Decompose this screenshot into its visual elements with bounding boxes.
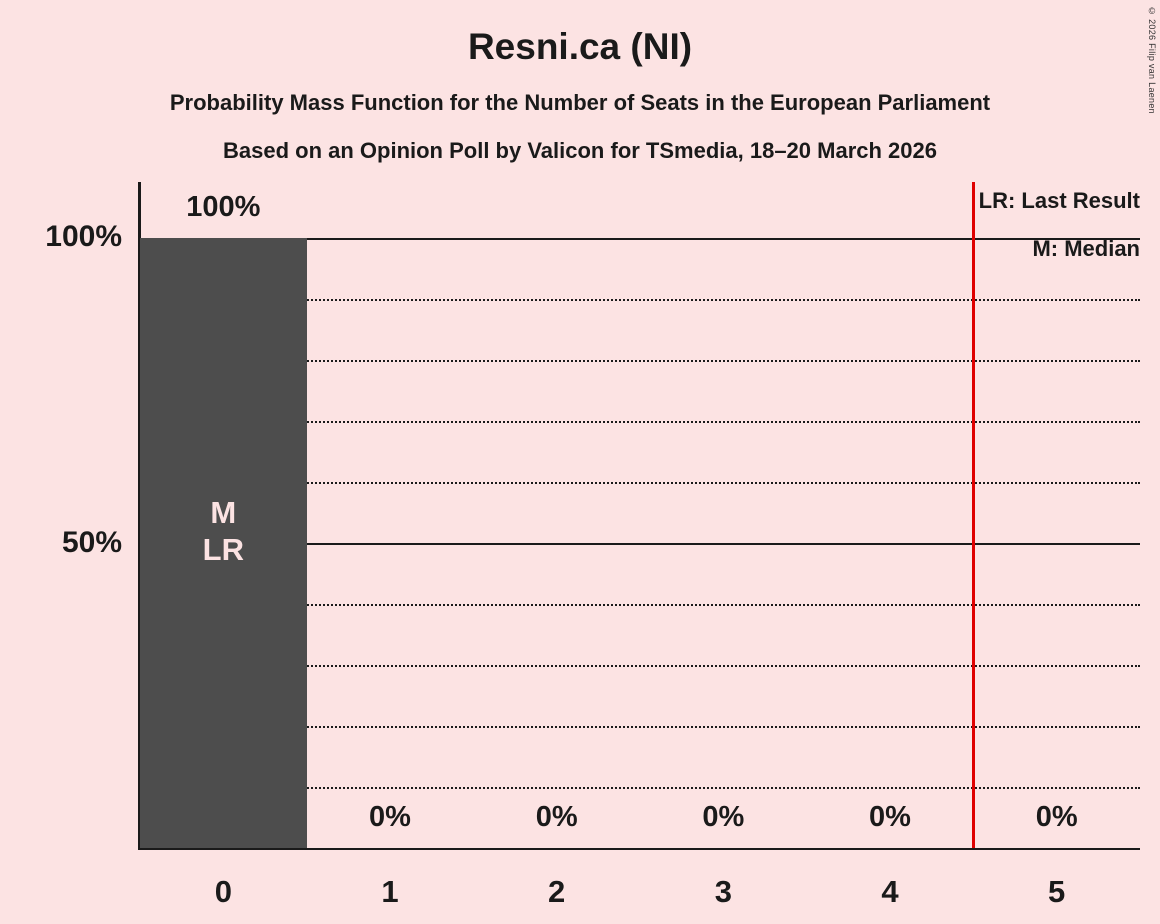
chart-subtitle: Probability Mass Function for the Number…	[169, 90, 991, 115]
plot-area: M LR 100% 0 0% 1 0% 2 0% 3 0% 4	[138, 182, 1140, 909]
gridline-50	[140, 543, 1140, 545]
bar-column-0: M LR 100% 0	[140, 182, 307, 909]
gridline-70	[140, 421, 1140, 423]
last-result-marker-label: LR	[202, 531, 244, 567]
gridline-60	[140, 482, 1140, 484]
x-axis-tick-0: 0	[214, 874, 232, 909]
bar-value-label: 0%	[702, 801, 745, 833]
bar-column-3: 0% 3	[640, 182, 807, 909]
gridline-10	[140, 787, 1140, 789]
gridline-100	[140, 238, 1140, 240]
median-marker-label: M	[210, 494, 237, 530]
x-axis-line	[138, 847, 1140, 850]
chart-source-line: Based on an Opinion Poll by Valicon for …	[222, 138, 937, 163]
bar-column-2: 0% 2	[473, 182, 640, 909]
bar-value-label: 0%	[1035, 801, 1078, 833]
gridline-90	[140, 299, 1140, 301]
gridline-30	[140, 665, 1140, 667]
legend-median: M: Median	[1032, 236, 1140, 261]
bar-column-5: 0% 5	[973, 182, 1140, 909]
x-axis-tick-1: 1	[381, 874, 399, 909]
x-axis-tick-5: 5	[1048, 874, 1066, 909]
y-axis-line	[138, 182, 141, 848]
bar-column-1: 0% 1	[307, 182, 474, 909]
y-axis-label-50: 50%	[61, 526, 122, 559]
copyright-credit: © 2026 Filip van Laenen	[1147, 6, 1157, 114]
x-axis-tick-3: 3	[714, 874, 732, 909]
bar-value-label: 0%	[869, 801, 911, 833]
last-result-threshold-line	[972, 182, 975, 848]
x-axis-tick-2: 2	[548, 874, 566, 909]
bar-value-label: 0%	[535, 801, 578, 833]
chart-title: Resni.ca (NI)	[467, 26, 693, 67]
bar: M LR	[140, 238, 307, 848]
bar-column-4: 0% 4	[807, 182, 974, 909]
y-axis-label-100: 100%	[45, 220, 122, 253]
x-axis-tick-4: 4	[881, 874, 899, 909]
gridline-80	[140, 360, 1140, 362]
bar-value-label: 0%	[369, 801, 411, 833]
median-last-result-marker: M LR	[140, 494, 307, 568]
legend-last-result: LR: Last Result	[978, 188, 1140, 213]
gridline-40	[140, 604, 1140, 606]
gridline-20	[140, 726, 1140, 728]
bar-value-label: 100%	[186, 191, 261, 223]
